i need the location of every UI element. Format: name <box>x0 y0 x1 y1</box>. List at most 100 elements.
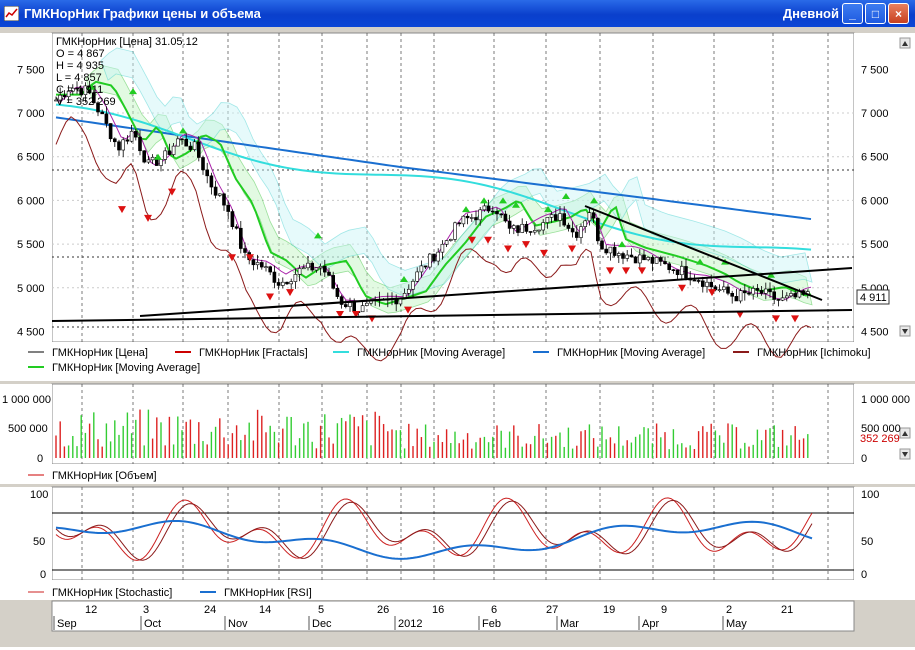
time-month-label: Dec <box>312 618 332 630</box>
maximize-button[interactable]: □ <box>865 3 886 24</box>
svg-text:0: 0 <box>861 569 867 581</box>
legend-label: ГМКНорНик [Moving Average] <box>557 347 705 359</box>
price-tick-left: 6 500 <box>17 152 45 164</box>
price-info-line: L = 4 857 <box>56 72 102 84</box>
legend-label: ГМКНорНик [Moving Average] <box>52 362 200 374</box>
candle-body <box>343 304 348 307</box>
candle-body <box>243 248 247 253</box>
svg-text:0: 0 <box>37 453 43 465</box>
time-day-label: 14 <box>259 604 271 616</box>
candle-body <box>499 213 504 216</box>
candle-body <box>339 296 344 305</box>
fractal-up-marker <box>590 197 598 204</box>
trend-lines[interactable] <box>51 205 853 322</box>
price-tick-left: 7 500 <box>17 64 45 76</box>
candle-body <box>726 286 730 294</box>
price-tick-right: 7 000 <box>861 108 889 120</box>
candle-body <box>79 88 83 95</box>
svg-text:500 000: 500 000 <box>861 423 901 435</box>
candle-body <box>541 222 546 231</box>
price-tick-right: 6 500 <box>861 152 889 164</box>
fractal-up-marker <box>512 201 520 208</box>
candle-body <box>138 136 142 152</box>
time-day-label: 5 <box>318 604 324 616</box>
fractal-up-marker <box>129 88 137 95</box>
oscillator-plot-area[interactable] <box>51 486 855 581</box>
candle-body <box>549 214 554 218</box>
price-legend: ГМКНорНик [Цена] ГМКНорНик [Fractals] ГМКН… <box>28 347 871 374</box>
time-axis-labels: 12 3 24 14 5 26 16 6 27 19 9 2 21 Sep Oct Nov Dec 2012 Feb… <box>53 604 793 630</box>
scroll-down-arrow[interactable] <box>899 325 911 337</box>
candle-body <box>423 265 428 268</box>
candle-body <box>558 213 562 221</box>
volume-plot-area[interactable] <box>51 383 855 465</box>
volume-scroll-down-arrow[interactable] <box>899 448 911 460</box>
close-button[interactable]: × <box>888 3 909 24</box>
candle-body <box>667 263 672 270</box>
scroll-up-arrow[interactable] <box>899 37 911 49</box>
candle-body <box>364 302 369 306</box>
candle-body <box>62 94 67 98</box>
candle-body <box>251 259 256 266</box>
candle-body <box>406 288 411 294</box>
fractal-down-marker <box>708 289 716 297</box>
candle-body <box>583 220 588 227</box>
fractal-up-marker <box>88 83 96 90</box>
app-chart-icon <box>4 6 19 21</box>
price-axis-left <box>0 33 52 342</box>
candle-body <box>100 111 104 115</box>
candle-body <box>176 138 180 147</box>
fractal-down-marker <box>568 245 576 253</box>
candle-body <box>171 145 176 155</box>
candle-body <box>553 214 558 221</box>
candle-body <box>125 139 130 142</box>
time-day-label: 12 <box>85 604 97 616</box>
candle-body <box>763 288 768 294</box>
minimize-button[interactable]: _ <box>842 3 863 24</box>
candle-body <box>222 193 226 206</box>
time-month-label: Nov <box>228 618 248 630</box>
fractal-down-marker <box>352 311 360 319</box>
candle-body <box>789 293 793 297</box>
fractal-down-marker <box>540 249 548 257</box>
candle-body <box>587 212 592 222</box>
candle-body <box>705 281 709 287</box>
fractal-up-marker <box>462 206 470 213</box>
fractal-up-marker <box>562 193 570 200</box>
candle-body <box>398 298 403 305</box>
svg-text:50: 50 <box>33 536 45 548</box>
candle-body <box>259 262 264 268</box>
candle-body <box>104 113 109 124</box>
candle-body <box>419 265 424 273</box>
candle-body <box>226 204 230 212</box>
fractal-up-marker <box>696 258 704 265</box>
time-month-label: Mar <box>560 618 579 630</box>
indicator-line <box>56 80 812 306</box>
osc-axis-right[interactable] <box>854 487 915 580</box>
volume-scroll-up-arrow[interactable] <box>899 427 911 439</box>
time-month-label: Apr <box>642 618 659 630</box>
fractal-up-marker <box>400 276 408 283</box>
candle-body <box>280 281 285 286</box>
fractal-down-marker <box>246 254 254 262</box>
candle-body <box>113 138 117 143</box>
candle-body <box>83 85 88 95</box>
candle-body <box>574 231 579 238</box>
fractal-down-marker <box>622 267 630 275</box>
candle-body <box>537 229 541 232</box>
timeframe-label[interactable]: Дневной <box>782 6 839 21</box>
time-axis[interactable] <box>51 600 855 632</box>
candle-body <box>457 222 462 225</box>
fractal-down-marker <box>484 236 492 244</box>
time-month-label: 2012 <box>398 618 422 630</box>
candle-body <box>780 297 785 301</box>
candle-body <box>595 217 600 242</box>
fractal-up-marker <box>314 232 322 239</box>
last-price-badge: 4 911 <box>856 289 890 305</box>
candle-body <box>327 271 331 276</box>
fractal-up-marker <box>544 206 552 213</box>
candle-body <box>167 150 172 155</box>
candle-body <box>209 175 214 188</box>
candle-body <box>663 261 667 265</box>
candle-body <box>427 253 432 268</box>
